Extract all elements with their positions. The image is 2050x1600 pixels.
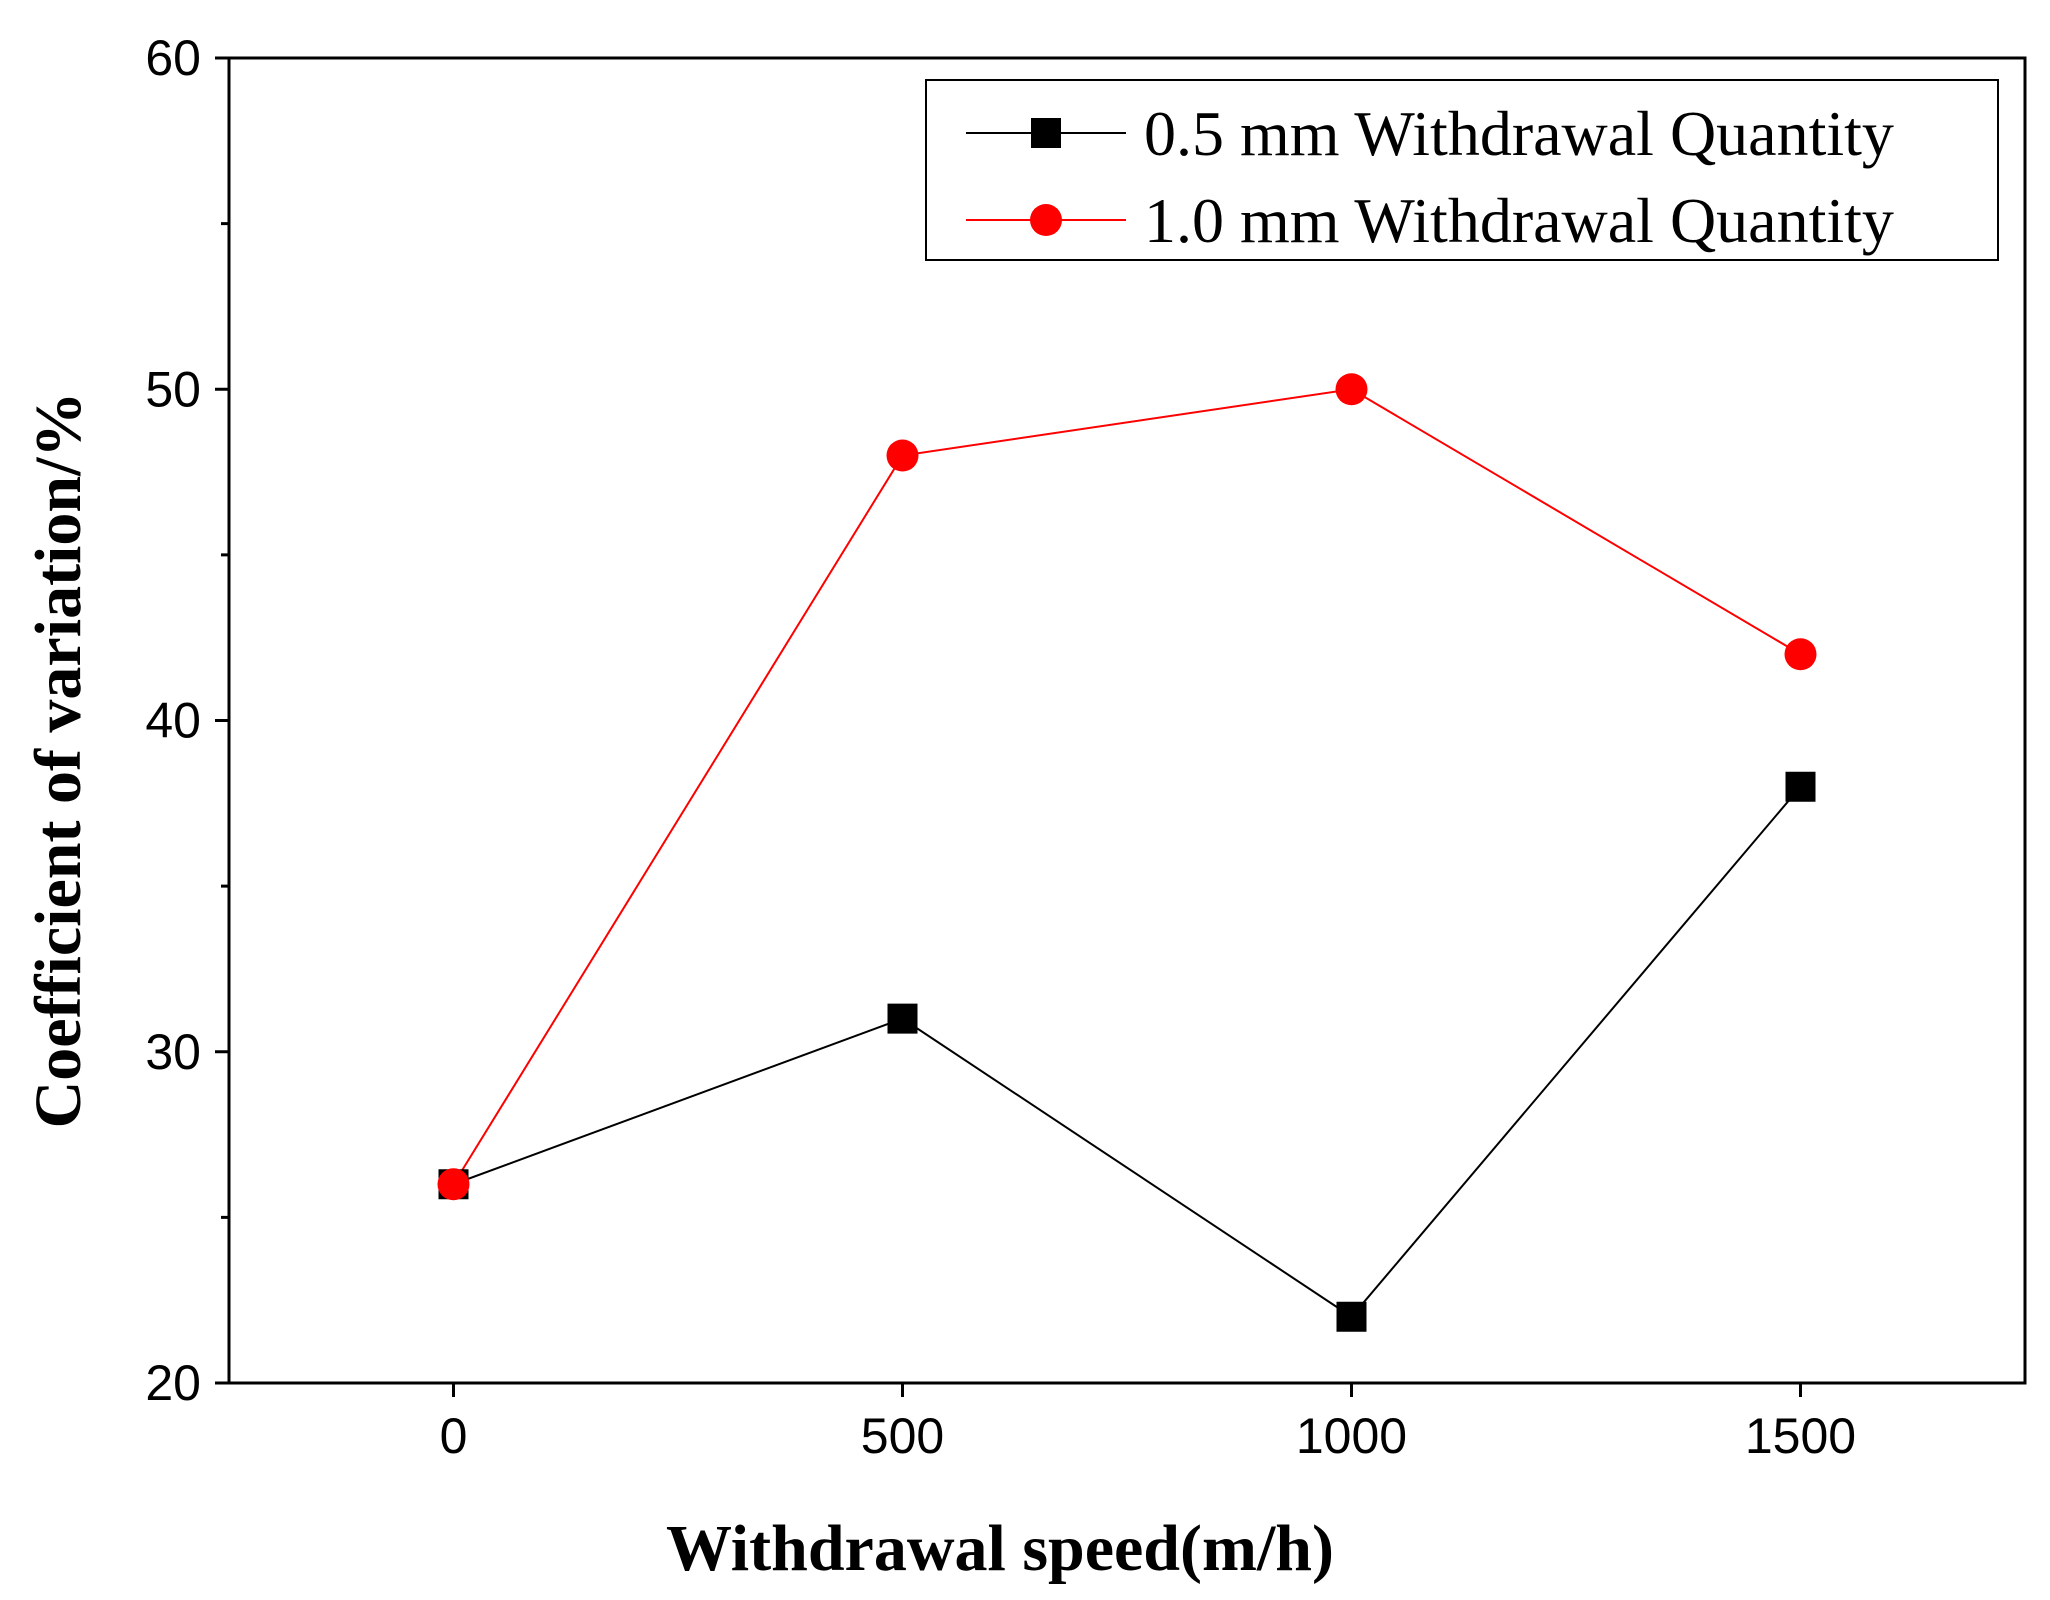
legend-marker-series-1	[1031, 118, 1061, 148]
y-axis-title: Coefficient of variation/%	[22, 392, 95, 1129]
legend-marker-series-2	[1030, 204, 1062, 236]
plot-area-frame	[227, 56, 2027, 1385]
legend-label-series-1: 0.5 mm Withdrawal Quantity	[1144, 98, 1894, 169]
series-2-point	[886, 439, 919, 472]
series-line-2	[452, 388, 1802, 1185]
tick-labels: 0 500 1000 1500 20 30 40 50 60	[145, 30, 1856, 1464]
series-1-point	[887, 1003, 918, 1034]
series-line-1	[453, 786, 1802, 1319]
x-tick-label: 500	[861, 1408, 944, 1464]
y-tick-label: 20	[145, 1355, 201, 1411]
x-tick-label: 1500	[1745, 1408, 1856, 1464]
series-2-point	[437, 1168, 470, 1201]
x-tick-label: 1000	[1296, 1408, 1407, 1464]
series-2-point	[1335, 373, 1368, 406]
y-tick-label: 50	[145, 361, 201, 417]
y-tick-label: 40	[145, 693, 201, 749]
series-1-point	[1336, 1301, 1367, 1332]
legend-label-series-2: 1.0 mm Withdrawal Quantity	[1144, 185, 1894, 256]
series-layer	[437, 373, 1817, 1332]
series-2-point	[1784, 638, 1817, 671]
series-1-point	[1785, 771, 1816, 802]
x-axis-title: Withdrawal speed(m/h)	[666, 1512, 1334, 1585]
legend-box	[925, 79, 1999, 261]
legend: 0.5 mm Withdrawal Quantity 1.0 mm Withdr…	[925, 79, 1999, 261]
y-tick-label: 30	[145, 1024, 201, 1080]
y-tick-label: 60	[145, 30, 201, 86]
x-tick-label: 0	[440, 1408, 468, 1464]
